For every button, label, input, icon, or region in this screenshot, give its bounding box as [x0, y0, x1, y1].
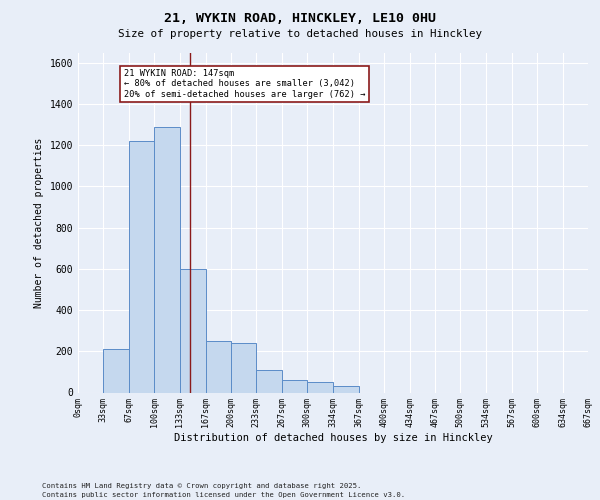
Bar [282, 380, 307, 392]
Text: 21, WYKIN ROAD, HINCKLEY, LE10 0HU: 21, WYKIN ROAD, HINCKLEY, LE10 0HU [164, 12, 436, 26]
Bar [129, 141, 154, 393]
Bar [231, 343, 256, 392]
Text: 21 WYKIN ROAD: 147sqm
← 80% of detached houses are smaller (3,042)
20% of semi-d: 21 WYKIN ROAD: 147sqm ← 80% of detached … [124, 69, 365, 99]
Text: Size of property relative to detached houses in Hinckley: Size of property relative to detached ho… [118, 29, 482, 39]
Bar [206, 341, 231, 392]
Bar [307, 382, 334, 392]
Bar [334, 386, 359, 392]
X-axis label: Distribution of detached houses by size in Hinckley: Distribution of detached houses by size … [173, 433, 493, 443]
Text: Contains HM Land Registry data © Crown copyright and database right 2025.: Contains HM Land Registry data © Crown c… [42, 483, 361, 489]
Bar [103, 349, 129, 393]
Text: Contains public sector information licensed under the Open Government Licence v3: Contains public sector information licen… [42, 492, 405, 498]
Bar [179, 269, 206, 392]
Y-axis label: Number of detached properties: Number of detached properties [34, 138, 44, 308]
Bar [256, 370, 282, 392]
Bar [154, 126, 179, 392]
